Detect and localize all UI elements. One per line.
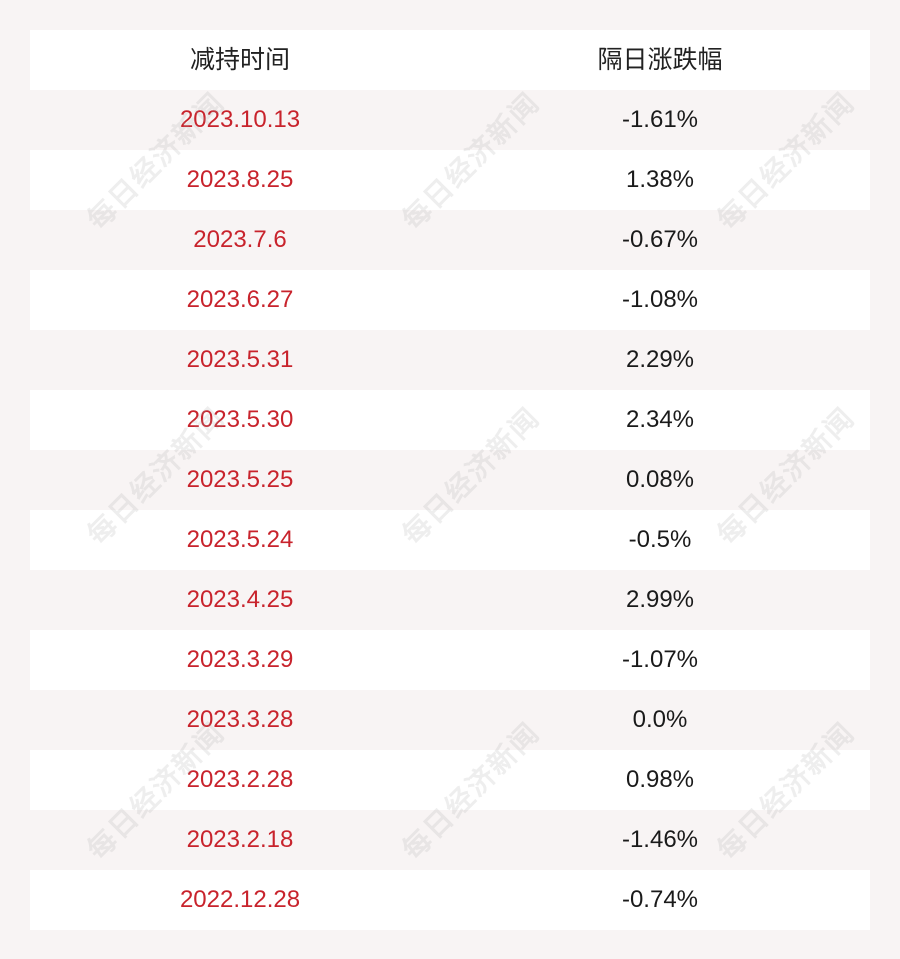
table-row: 2023.8.25 1.38% <box>30 150 870 210</box>
row-date: 2023.2.28 <box>186 766 294 793</box>
row-date: 2023.5.30 <box>186 406 294 433</box>
table-row: 2023.5.25 0.08% <box>30 450 870 510</box>
row-change: -1.07% <box>621 646 699 673</box>
table-row: 2023.6.27 -1.08% <box>30 270 870 330</box>
header-next-day-change: 隔日涨跌幅 <box>597 46 723 74</box>
table-row: 2023.3.29 -1.07% <box>30 630 870 690</box>
row-date: 2023.5.25 <box>186 466 294 493</box>
row-change: -1.08% <box>621 286 699 313</box>
table-row: 2023.5.31 2.29% <box>30 330 870 390</box>
table-row: 2023.7.6 -0.67% <box>30 210 870 270</box>
row-change: -0.74% <box>621 886 699 913</box>
row-change: 2.34% <box>625 406 695 433</box>
row-change: 0.0% <box>632 706 688 733</box>
row-date: 2023.4.25 <box>186 586 294 613</box>
row-date: 2023.7.6 <box>193 226 287 253</box>
table-row: 2023.4.25 2.99% <box>30 570 870 630</box>
row-date: 2023.5.24 <box>186 526 294 553</box>
table-row: 2023.2.28 0.98% <box>30 750 870 810</box>
data-table: 减持时间 隔日涨跌幅 2023.10.13 -1.61% 2023.8.25 1… <box>30 30 870 930</box>
row-date: 2023.6.27 <box>186 286 294 313</box>
row-change: 0.08% <box>625 466 695 493</box>
row-change: -0.5% <box>628 526 692 553</box>
row-change: 0.98% <box>625 766 695 793</box>
row-change: 2.99% <box>625 586 695 613</box>
row-date: 2022.12.28 <box>179 886 301 913</box>
table-row: 2023.5.30 2.34% <box>30 390 870 450</box>
row-date: 2023.3.28 <box>186 706 294 733</box>
row-date: 2023.2.18 <box>186 826 294 853</box>
table-row: 2023.3.28 0.0% <box>30 690 870 750</box>
table-row: 2023.10.13 -1.61% <box>30 90 870 150</box>
row-date: 2023.8.25 <box>186 166 294 193</box>
table-header-row: 减持时间 隔日涨跌幅 <box>30 30 870 90</box>
row-date: 2023.5.31 <box>186 346 294 373</box>
table-row: 2023.5.24 -0.5% <box>30 510 870 570</box>
header-reduction-date: 减持时间 <box>189 46 290 74</box>
table-row: 2023.2.18 -1.46% <box>30 810 870 870</box>
row-change: 2.29% <box>625 346 695 373</box>
row-change: -0.67% <box>621 226 699 253</box>
row-change: 1.38% <box>625 166 695 193</box>
row-date: 2023.3.29 <box>186 646 294 673</box>
row-change: -1.46% <box>621 826 699 853</box>
table-row: 2022.12.28 -0.74% <box>30 870 870 930</box>
row-date: 2023.10.13 <box>179 106 301 133</box>
row-change: -1.61% <box>621 106 699 133</box>
